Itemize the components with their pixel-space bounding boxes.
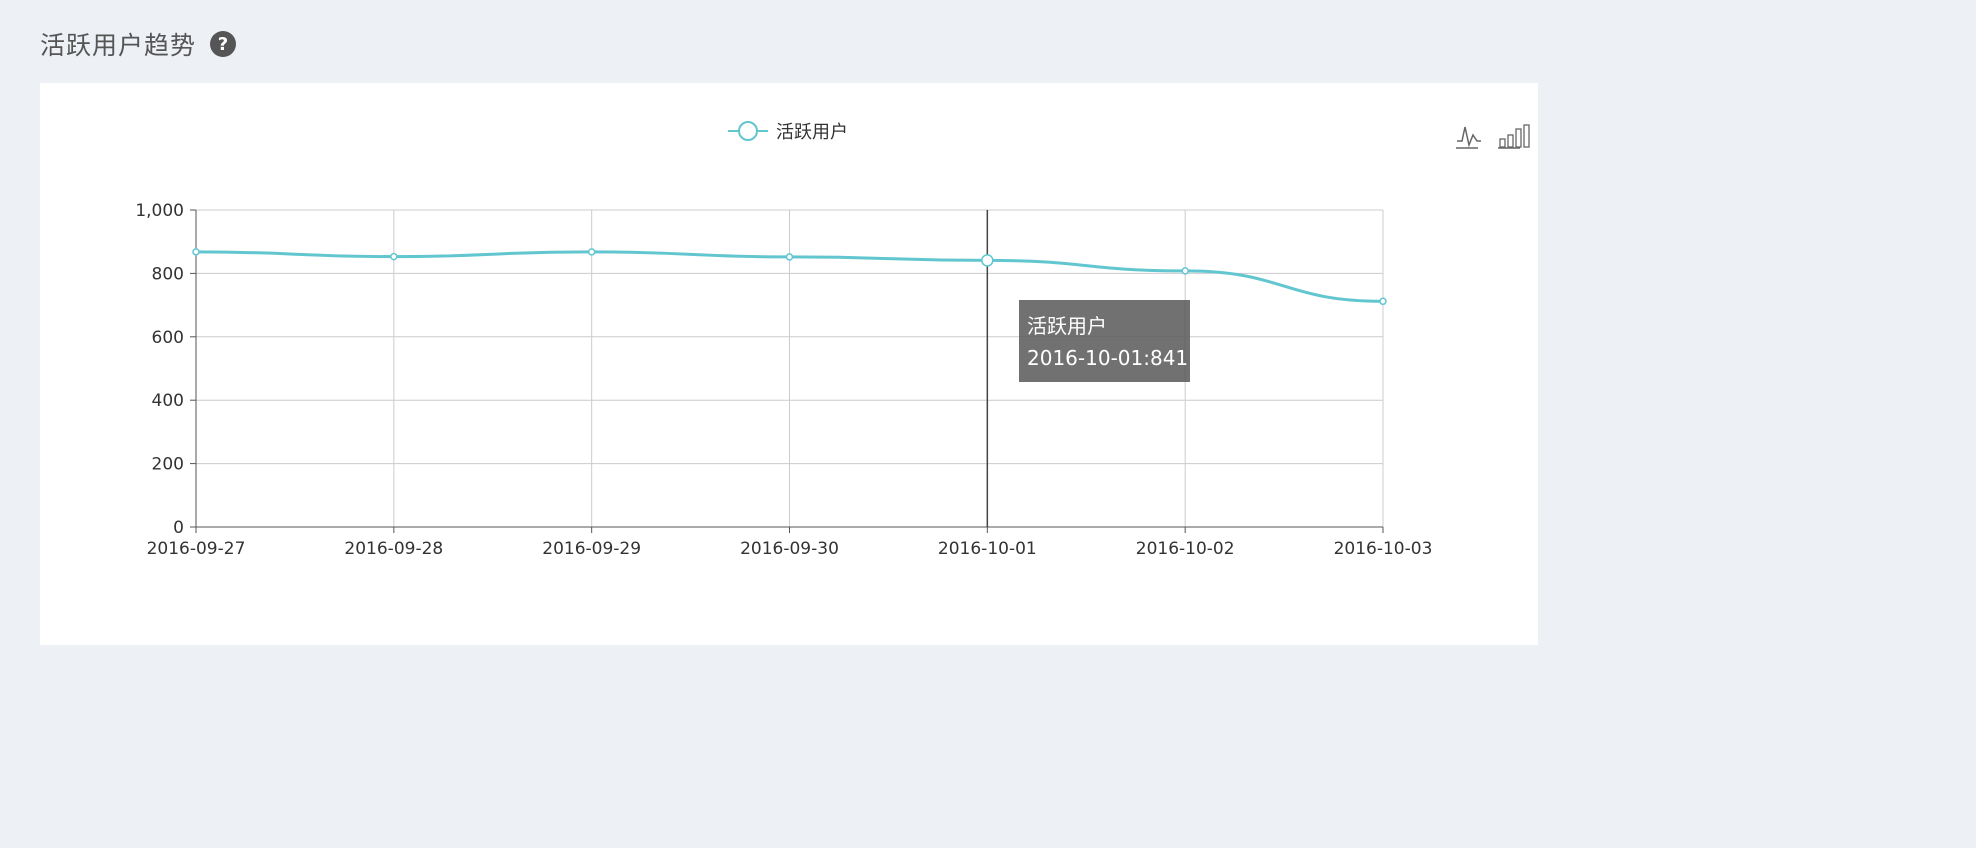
y-tick-label: 600 — [152, 328, 184, 348]
tooltip-series: 活跃用户 — [1027, 314, 1107, 338]
line-chart: 0 200 400 600 800 1,000 2016-09-27 2016-09-28 20… — [135, 121, 1530, 559]
chart-card: 0 200 400 600 800 1,000 2016-09-27 2016-09-28 20… — [40, 83, 1538, 645]
question-circle-icon[interactable]: ? — [210, 31, 237, 57]
y-tick-label: 0 — [173, 518, 184, 538]
data-point — [192, 248, 200, 256]
x-tick-label: 2016-10-02 — [1136, 539, 1235, 559]
legend-symbol — [738, 121, 758, 141]
tooltip: 活跃用户 2016-10-01:841 — [1019, 300, 1190, 382]
legend-label: 活跃用户 — [776, 122, 848, 143]
y-tick-label: 200 — [152, 455, 184, 475]
data-point — [1379, 297, 1387, 306]
page-header: 活跃用户趋势 ? — [40, 26, 237, 62]
y-tick-label: 1,000 — [135, 201, 184, 221]
data-point — [390, 252, 398, 261]
bar-chart-icon[interactable] — [1498, 124, 1530, 149]
line-chart-icon[interactable] — [1456, 126, 1481, 149]
line-chart-icon-path — [1457, 126, 1481, 148]
bar-chart-icon-bar — [1507, 134, 1514, 148]
data-point — [1181, 267, 1189, 275]
data-point — [785, 253, 794, 261]
data-point — [981, 254, 994, 267]
bar-chart-icon-bar — [1523, 124, 1530, 148]
y-tick-label: 400 — [152, 391, 184, 411]
bar-chart-icon-bar — [1499, 138, 1506, 148]
bar-chart-icon-bar — [1515, 128, 1522, 148]
page-title: 活跃用户趋势 — [40, 31, 197, 60]
x-tick-label: 2016-09-28 — [344, 539, 443, 559]
tooltip-value: 2016-10-01:841 — [1027, 346, 1189, 370]
x-tick-label: 2016-10-01 — [938, 539, 1037, 559]
x-tick-label: 2016-09-27 — [147, 539, 246, 559]
y-tick-label: 800 — [152, 264, 184, 284]
x-tick-label: 2016-09-30 — [740, 539, 839, 559]
data-point — [587, 248, 596, 256]
x-tick-label: 2016-09-29 — [542, 539, 641, 559]
x-tick-label: 2016-10-03 — [1334, 539, 1433, 559]
